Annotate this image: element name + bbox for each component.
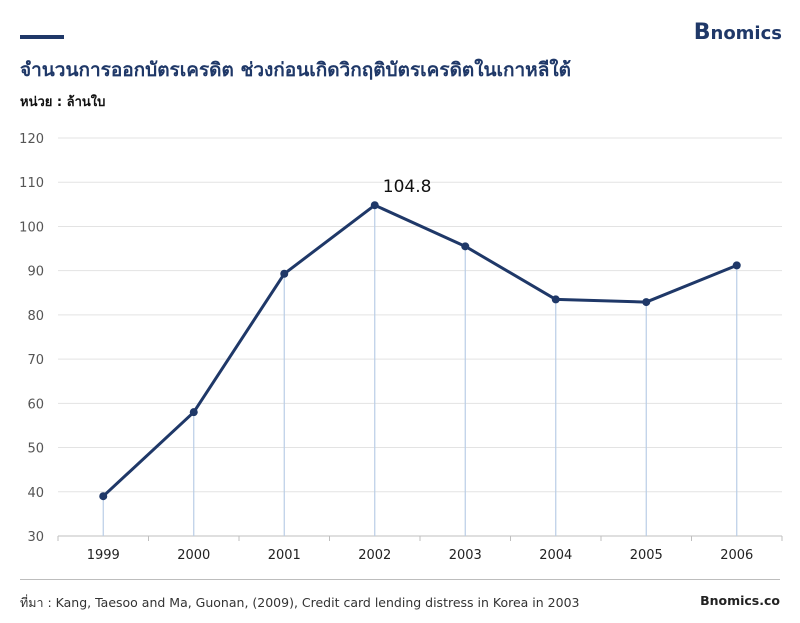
y-tick-label: 70 — [27, 353, 44, 368]
y-tick-label: 110 — [19, 176, 44, 191]
data-point — [370, 201, 379, 210]
data-point — [461, 242, 470, 251]
header-accent-bar — [20, 35, 64, 39]
data-point — [189, 408, 198, 417]
x-tick-label: 2004 — [539, 548, 572, 563]
unit-label: หน่วย : ล้านใบ — [20, 95, 106, 110]
data-label: 104.8 — [383, 177, 432, 197]
brand-logo: Bnomics — [693, 20, 782, 45]
data-point — [551, 295, 560, 304]
data-point — [732, 261, 741, 270]
source-note: ที่มา : Kang, Taesoo and Ma, Guonan, (20… — [20, 595, 580, 610]
data-point — [99, 492, 108, 501]
y-tick-label: 30 — [27, 530, 44, 545]
x-tick-label: 2005 — [630, 548, 663, 563]
x-tick-label: 1999 — [87, 548, 120, 563]
series-line — [102, 203, 738, 498]
site-credit: Bnomics.co — [700, 593, 780, 608]
y-tick-label: 90 — [27, 265, 44, 280]
data-point — [280, 269, 289, 278]
y-tick-label: 80 — [27, 309, 44, 324]
y-tick-label: 40 — [27, 486, 44, 501]
footer-divider — [20, 579, 780, 580]
x-tick-label: 2001 — [268, 548, 301, 563]
x-tick-label: 2002 — [358, 548, 391, 563]
x-tick-label: 2006 — [720, 548, 753, 563]
y-tick-label: 50 — [27, 442, 44, 457]
x-tick-label: 2000 — [177, 548, 210, 563]
y-tick-label: 120 — [19, 132, 44, 147]
y-tick-label: 60 — [27, 397, 44, 412]
y-tick-label: 100 — [19, 220, 44, 235]
x-tick-label: 2003 — [449, 548, 482, 563]
chart-title: จำนวนการออกบัตรเครดิต ช่วงก่อนเกิดวิกฤติ… — [20, 59, 571, 81]
data-point — [642, 298, 651, 307]
